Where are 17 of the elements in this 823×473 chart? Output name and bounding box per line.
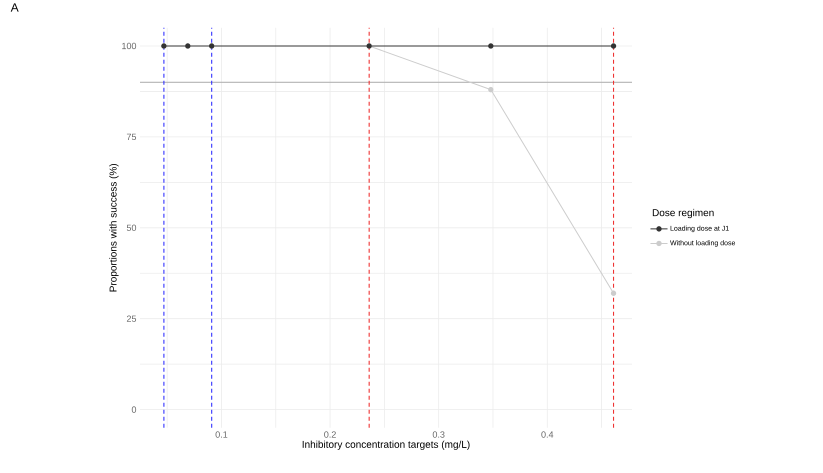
x-tick-label: 0.3 — [432, 431, 445, 438]
legend-title: Dose regimen — [652, 208, 714, 218]
x-axis-title: Inhibitory concentration targets (mg/L) — [302, 440, 470, 450]
point — [488, 87, 494, 92]
x-tick-label: 0.2 — [324, 431, 336, 438]
point — [610, 43, 616, 49]
point — [610, 290, 616, 296]
y-tick-label: 0 — [132, 406, 136, 413]
y-tick-label: 25 — [126, 316, 136, 322]
y-tick-label: 50 — [126, 224, 136, 232]
y-tick-label: 75 — [126, 134, 136, 140]
y-tick-label: 100 — [122, 42, 136, 50]
x-tick-label: 0.4 — [541, 431, 554, 438]
x-tick-label: 0.1 — [216, 431, 228, 438]
point — [488, 43, 494, 49]
y-axis-title: Proportions with success (%) — [109, 164, 119, 292]
text: A — [10, 3, 19, 12]
